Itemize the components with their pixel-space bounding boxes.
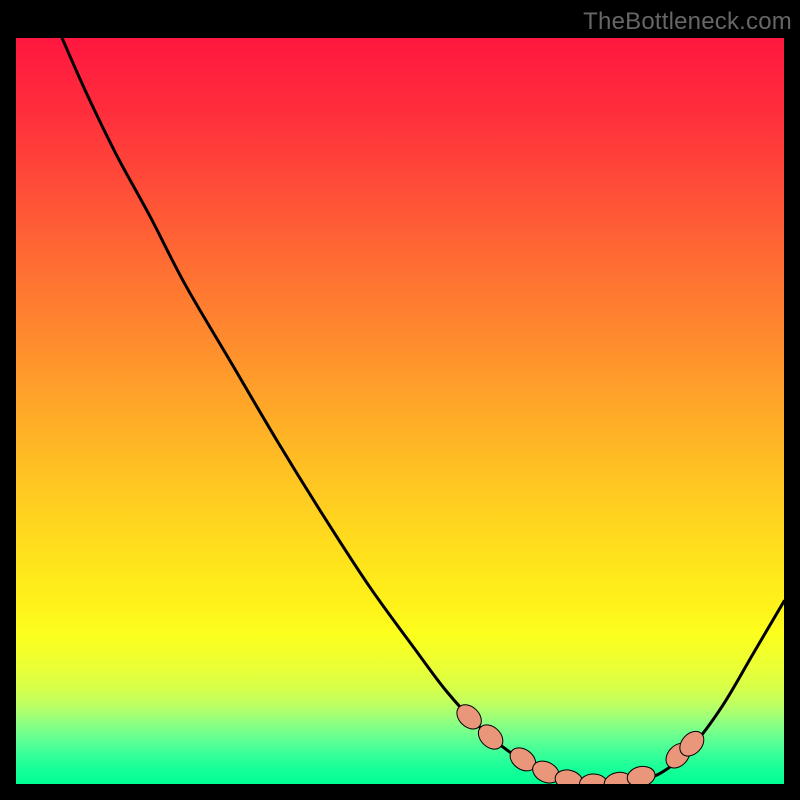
chart-container: { "canvas": { "width": 800, "height": 80…: [0, 0, 800, 800]
chart-svg: [0, 0, 800, 800]
curve-marker: [579, 774, 607, 794]
watermark-text: TheBottleneck.com: [583, 8, 792, 36]
plot-background: [16, 38, 784, 784]
